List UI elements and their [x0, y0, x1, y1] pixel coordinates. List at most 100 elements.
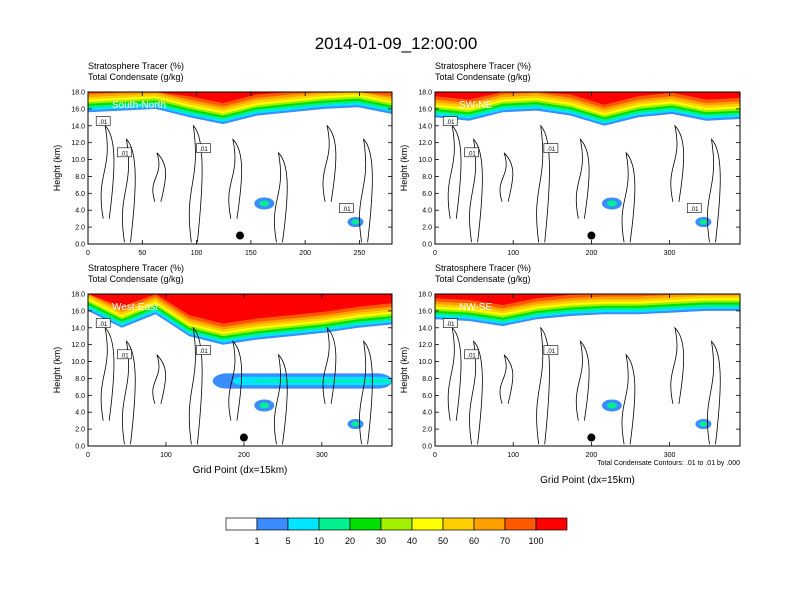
x-tick-label: 50: [138, 250, 146, 257]
colorbar-label: 1: [254, 536, 259, 546]
y-axis-label: Height (km): [52, 145, 62, 192]
y-tick-label: 6.0: [75, 191, 85, 198]
y-tick-label: 16.0: [71, 308, 85, 315]
panel-west-east: .01 .01 .01 West-East Stratosphere Tracer (%…: [52, 263, 393, 476]
tracer-blob-core-0: [606, 402, 617, 409]
condensate-contour-line: [447, 326, 462, 421]
location-marker: [236, 231, 244, 240]
colorbar-swatch: [473, 517, 506, 531]
location-marker: [587, 231, 596, 240]
y-axis-label: Height (km): [52, 347, 62, 394]
colorbar-label: 10: [314, 536, 324, 546]
x-tick-label: 200: [586, 452, 598, 459]
panel-label-line1: Stratosphere Tracer (%): [435, 263, 531, 273]
contour-footnote: Total Condensate Contours: .01 to .01 by…: [597, 460, 740, 467]
condensate-contour-line: [469, 138, 483, 243]
y-tick-label: 4.0: [422, 410, 432, 417]
contour-label-box: [196, 143, 211, 153]
contour-label-box: [117, 147, 132, 158]
contour-label-box: [442, 116, 458, 126]
y-tick-label: 14.0: [71, 123, 85, 130]
colorbar-swatch: [442, 517, 475, 531]
contour-label: .01: [120, 353, 129, 359]
condensate-contour-line: [447, 124, 462, 219]
colorbar-label: 20: [345, 536, 355, 546]
contour-label: .01: [690, 207, 699, 213]
y-tick-label: 12.0: [71, 342, 85, 349]
condensate-contour-line: [122, 138, 136, 243]
condensate-contour-line: [273, 353, 288, 445]
y-tick-label: 2.0: [422, 427, 432, 434]
tracer-band-9: [435, 294, 740, 305]
plot-area: .01 .01 .01: [435, 294, 740, 445]
tracer-blob-core-1: [699, 219, 708, 225]
condensate-contour-line: [322, 326, 337, 404]
y-tick-label: 2.0: [75, 225, 85, 232]
tracer-blob-core-0: [259, 402, 270, 409]
y-tick-label: 14.0: [71, 325, 85, 332]
y-tick-label: 16.0: [71, 106, 85, 113]
y-axis-label: Height (km): [399, 347, 409, 394]
panel-south-north: .01 .01 .01 .01 South-North Stratosphere Trac…: [52, 61, 393, 257]
contour-label: .01: [199, 349, 208, 355]
tracer-band-8: [88, 92, 392, 107]
colorbar-label: 60: [469, 536, 479, 546]
contour-label: .01: [446, 120, 455, 126]
condensate-contour-line: [575, 138, 590, 219]
colorbar-swatch: [256, 517, 289, 531]
figure-title: 2014-01-09_12:00:00: [315, 34, 478, 53]
condensate-contour-line: [536, 326, 550, 445]
plot-area: .01 .01 .01: [88, 294, 392, 445]
tracer-band-8: [435, 92, 740, 108]
y-tick-label: 6.0: [75, 393, 85, 400]
condensate-contour-line: [152, 354, 167, 404]
condensate-contour-line: [100, 124, 115, 219]
plot-area: .01 .01 .01 .01: [435, 92, 740, 243]
y-tick-label: 18.0: [418, 90, 432, 97]
contour-label-box: [95, 318, 111, 328]
contour-label-box: [543, 143, 559, 153]
y-axis-label: Height (km): [399, 145, 409, 192]
condensate-contour-line: [670, 326, 685, 404]
x-tick-label: 0: [86, 452, 90, 459]
plot-frame: [87, 293, 393, 447]
x-tick-label: 300: [664, 250, 676, 257]
contour-label: .01: [99, 322, 108, 328]
y-tick-label: 14.0: [418, 123, 432, 130]
panel-label-line2: Total Condensate (g/kg): [88, 274, 184, 284]
colorbar-label: 40: [407, 536, 417, 546]
cross-section-label: SW-NE: [459, 100, 492, 111]
tracer-band-9: [88, 294, 392, 324]
y-tick-label: 16.0: [418, 308, 432, 315]
contour-label: .01: [467, 353, 476, 359]
condensate-contour-line: [152, 152, 167, 202]
y-tick-label: 0.0: [75, 242, 85, 249]
contour-label: .01: [446, 322, 455, 328]
condensate-contour-line: [575, 340, 590, 421]
y-tick-label: 12.0: [418, 140, 432, 147]
contour-label-box: [95, 116, 111, 126]
panel-label-line1: Stratosphere Tracer (%): [88, 61, 184, 71]
tracer-blob-core-1: [351, 219, 360, 225]
y-tick-label: 10.0: [71, 359, 85, 366]
condensate-contour-line: [122, 340, 136, 445]
plot-frame: [87, 91, 393, 245]
panel-group: .01 .01 .01 .01 South-North Stratosphere Trac…: [52, 61, 741, 486]
condensate-contour-line: [621, 353, 636, 445]
condensate-contour-line: [621, 151, 636, 243]
x-tick-label: 0: [86, 250, 90, 257]
tracer-band-9: [435, 92, 740, 105]
x-tick-label: 150: [245, 250, 257, 257]
contour-label-box: [117, 349, 132, 360]
x-tick-label: 100: [191, 250, 203, 257]
colorbar-label: 5: [285, 536, 290, 546]
x-axis-label: Grid Point (dx=15km): [540, 475, 635, 486]
y-tick-label: 10.0: [418, 157, 432, 164]
y-tick-label: 18.0: [71, 90, 85, 97]
contour-label: .01: [342, 207, 351, 213]
condensate-contour-line: [707, 340, 721, 445]
condensate-contour-line: [536, 124, 550, 243]
y-tick-label: 6.0: [422, 191, 432, 198]
contour-label: .01: [547, 147, 556, 153]
colorbar-label: 50: [438, 536, 448, 546]
